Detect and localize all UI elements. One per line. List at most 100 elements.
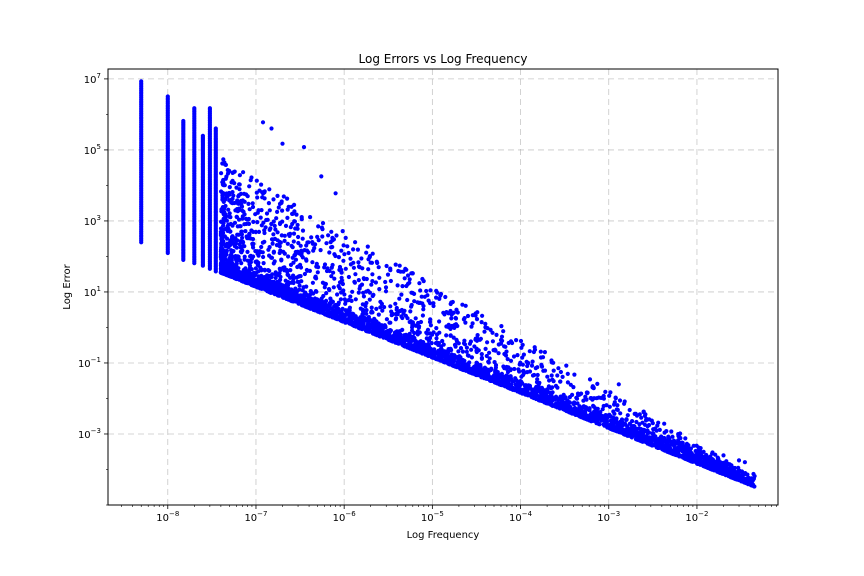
data-point xyxy=(667,450,673,455)
data-point xyxy=(679,444,684,449)
data-point xyxy=(676,449,681,454)
data-point xyxy=(515,353,520,358)
data-point xyxy=(296,274,301,279)
x-tick-label: 10−6 xyxy=(333,510,357,524)
data-point xyxy=(548,385,553,391)
data-point xyxy=(368,328,373,333)
data-point xyxy=(558,379,563,384)
data-point xyxy=(405,273,411,278)
data-point xyxy=(370,272,375,277)
data-point xyxy=(534,388,539,393)
data-point xyxy=(469,347,474,352)
data-point xyxy=(302,292,307,297)
data-point xyxy=(249,277,254,282)
data-point xyxy=(475,333,480,338)
data-point xyxy=(241,240,246,245)
data-point xyxy=(316,238,321,243)
data-point xyxy=(558,369,564,375)
data-point xyxy=(463,320,468,325)
data-point xyxy=(453,343,458,348)
data-point xyxy=(236,274,241,279)
data-point xyxy=(331,285,336,290)
data-point xyxy=(526,385,531,390)
data-point xyxy=(369,309,374,314)
data-point xyxy=(653,434,658,439)
data-point xyxy=(242,222,247,227)
data-point xyxy=(234,266,239,271)
data-point xyxy=(420,313,425,318)
data-point xyxy=(247,207,252,212)
data-point xyxy=(338,313,343,318)
data-point xyxy=(587,406,592,411)
data-point xyxy=(376,312,381,317)
data-point xyxy=(724,465,729,470)
data-point xyxy=(319,174,324,179)
data-point xyxy=(308,297,313,302)
data-point xyxy=(314,289,319,294)
data-point xyxy=(530,359,535,364)
data-point xyxy=(267,280,272,285)
data-point xyxy=(355,247,360,252)
data-point xyxy=(627,407,632,413)
data-point xyxy=(259,268,264,273)
data-point xyxy=(348,318,353,323)
data-point xyxy=(315,234,320,239)
data-point xyxy=(353,240,358,245)
data-point xyxy=(532,347,538,352)
data-point xyxy=(447,361,452,366)
data-point xyxy=(421,348,426,353)
data-point xyxy=(366,257,371,262)
data-point xyxy=(551,368,556,373)
data-point xyxy=(451,358,456,363)
data-point xyxy=(359,282,365,287)
data-point xyxy=(642,413,648,418)
data-point xyxy=(608,390,613,395)
data-point xyxy=(731,473,736,478)
data-point xyxy=(283,284,288,289)
data-point xyxy=(451,335,456,340)
data-point xyxy=(364,311,369,316)
data-point xyxy=(379,332,384,337)
data-point xyxy=(634,419,639,425)
data-point xyxy=(602,413,607,418)
data-point xyxy=(623,422,628,427)
data-point xyxy=(461,317,466,322)
data-point xyxy=(272,223,277,228)
data-point xyxy=(493,374,498,379)
data-point xyxy=(512,366,517,372)
data-point xyxy=(419,294,424,299)
data-point xyxy=(239,250,244,255)
data-point xyxy=(463,303,468,308)
data-point xyxy=(683,436,688,441)
data-point xyxy=(420,276,425,282)
data-point xyxy=(437,319,442,324)
data-point xyxy=(716,466,721,471)
data-point xyxy=(533,366,538,371)
data-point xyxy=(295,279,300,284)
data-point xyxy=(670,434,675,439)
data-point xyxy=(428,349,433,354)
data-point xyxy=(383,289,389,294)
data-point xyxy=(226,207,231,212)
data-point xyxy=(290,211,295,216)
data-point xyxy=(641,410,646,415)
data-point xyxy=(326,233,331,238)
data-point xyxy=(293,249,298,255)
data-point xyxy=(281,194,286,199)
data-point xyxy=(266,268,271,273)
data-point xyxy=(535,372,540,378)
data-point xyxy=(298,262,303,267)
data-point xyxy=(353,272,358,277)
data-point xyxy=(506,340,511,346)
x-tick-label: 10−2 xyxy=(685,510,708,524)
data-point xyxy=(262,239,267,244)
data-point xyxy=(219,209,224,214)
data-point xyxy=(255,251,260,256)
data-point xyxy=(330,262,335,268)
data-point xyxy=(635,430,640,435)
data-point xyxy=(337,264,343,270)
data-point xyxy=(441,310,446,315)
data-point xyxy=(584,390,590,395)
data-point xyxy=(538,349,543,354)
data-point xyxy=(382,305,387,310)
